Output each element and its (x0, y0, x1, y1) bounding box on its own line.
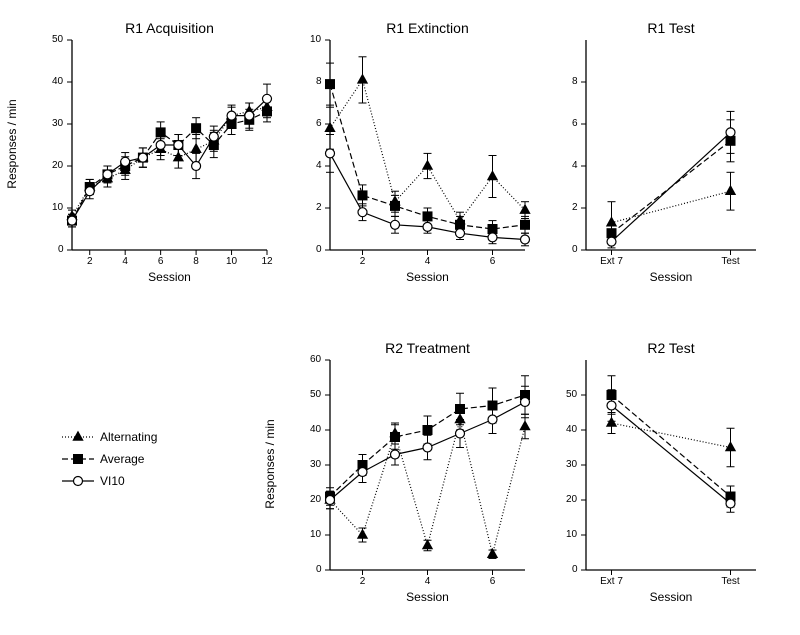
xtick-label: 4 (420, 576, 436, 587)
ytick-label: 10 (52, 202, 63, 213)
panel-r1_test: R1 Test02468Ext 7TestSession (586, 40, 756, 250)
legend-label: VI10 (100, 474, 125, 488)
panel-r1_acq: R1 Acquisition0102030405024681012Session… (72, 40, 267, 250)
legend-swatch-alternating (62, 430, 94, 444)
xtick-label: 4 (420, 256, 436, 267)
ytick-label: 20 (310, 494, 321, 505)
ytick-label: 4 (316, 160, 322, 171)
ytick-label: 40 (310, 424, 321, 435)
ytick-label: 10 (310, 529, 321, 540)
legend-label: Average (100, 452, 144, 466)
xtick-label: Ext 7 (592, 576, 632, 587)
ytick-label: 30 (52, 118, 63, 129)
xtick-label: 6 (153, 256, 169, 267)
panel-title: R1 Acquisition (72, 20, 267, 36)
xtick-label: 8 (188, 256, 204, 267)
ytick-label: 50 (52, 34, 63, 45)
xtick-label: Test (711, 256, 751, 267)
ytick-label: 10 (310, 34, 321, 45)
ytick-label: 0 (58, 244, 64, 255)
plot-area (330, 40, 525, 250)
panel-r2_test: R2 Test01020304050Ext 7TestSession (586, 360, 756, 570)
ytick-label: 6 (316, 118, 322, 129)
ytick-label: 0 (572, 564, 578, 575)
xtick-label: 10 (224, 256, 240, 267)
ytick-label: 40 (566, 424, 577, 435)
ytick-label: 6 (572, 118, 578, 129)
ytick-label: 8 (316, 76, 322, 87)
legend-item-alternating: Alternating (62, 430, 157, 444)
panel-title: R1 Extinction (330, 20, 525, 36)
ytick-label: 20 (566, 494, 577, 505)
xtick-label: 6 (485, 576, 501, 587)
xtick-label: Ext 7 (592, 256, 632, 267)
xlabel: Session (586, 270, 756, 284)
plot-area (330, 360, 525, 570)
xtick-label: 2 (355, 256, 371, 267)
xtick-label: 12 (259, 256, 275, 267)
plot-area (586, 40, 756, 250)
ylabel: Responses / min (263, 404, 277, 524)
ytick-label: 8 (572, 76, 578, 87)
legend-item-average: Average (62, 452, 144, 466)
ytick-label: 40 (52, 76, 63, 87)
xtick-label: 4 (117, 256, 133, 267)
plot-area (72, 40, 267, 250)
panel-title: R2 Test (586, 340, 756, 356)
xtick-label: 2 (82, 256, 98, 267)
ytick-label: 0 (316, 564, 322, 575)
ytick-label: 50 (310, 389, 321, 400)
legend-swatch-average (62, 452, 94, 466)
panel-title: R2 Treatment (330, 340, 525, 356)
legend-label: Alternating (100, 430, 157, 444)
ytick-label: 50 (566, 389, 577, 400)
ylabel: Responses / min (5, 84, 19, 204)
plot-area (586, 360, 756, 570)
ytick-label: 0 (572, 244, 578, 255)
legend-swatch-vi10 (62, 474, 94, 488)
ytick-label: 2 (316, 202, 322, 213)
xtick-label: 6 (485, 256, 501, 267)
ytick-label: 60 (310, 354, 321, 365)
panel-r2_trt: R2 Treatment0102030405060246SessionRespo… (330, 360, 525, 570)
panel-title: R1 Test (586, 20, 756, 36)
xlabel: Session (72, 270, 267, 284)
ytick-label: 4 (572, 160, 578, 171)
ytick-label: 30 (566, 459, 577, 470)
ytick-label: 20 (52, 160, 63, 171)
ytick-label: 30 (310, 459, 321, 470)
panel-r1_ext: R1 Extinction0246810246Session (330, 40, 525, 250)
xlabel: Session (330, 590, 525, 604)
xtick-label: 2 (355, 576, 371, 587)
ytick-label: 0 (316, 244, 322, 255)
figure-root: R1 Acquisition0102030405024681012Session… (0, 0, 800, 635)
xtick-label: Test (711, 576, 751, 587)
ytick-label: 10 (566, 529, 577, 540)
xlabel: Session (330, 270, 525, 284)
legend-item-vi10: VI10 (62, 474, 125, 488)
xlabel: Session (586, 590, 756, 604)
ytick-label: 2 (572, 202, 578, 213)
